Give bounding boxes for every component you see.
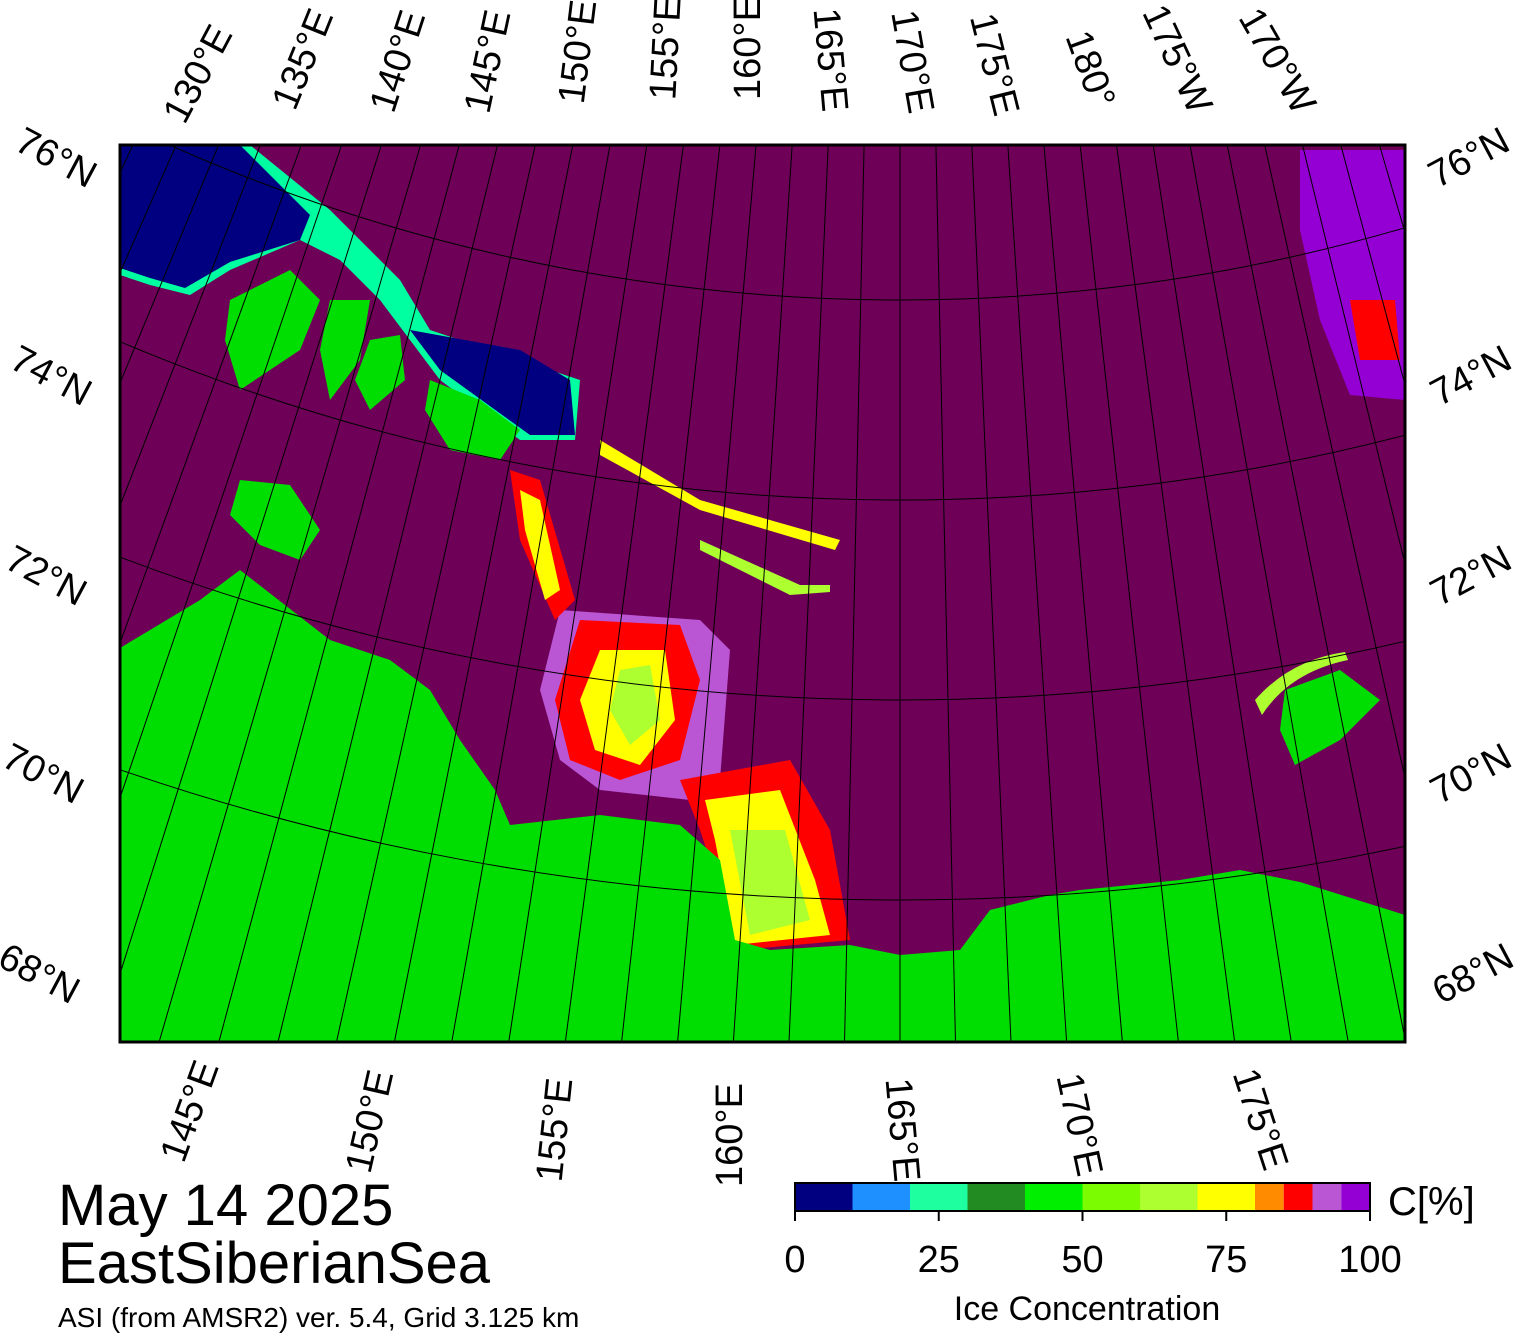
meridian bbox=[1152, 145, 1292, 1042]
coord-label: 150°E bbox=[551, 0, 605, 106]
meridian bbox=[1007, 145, 1068, 1042]
meridian bbox=[1116, 145, 1236, 1042]
meridian bbox=[120, 145, 382, 976]
coord-label: 170°W bbox=[1230, 1, 1324, 121]
date: May 14 2025 bbox=[58, 1173, 393, 1238]
coord-label: 145°E bbox=[153, 1055, 228, 1167]
coord-label: 165°E bbox=[877, 1076, 928, 1183]
coord-label: 170°E bbox=[1048, 1069, 1111, 1179]
island bbox=[425, 380, 520, 460]
meridian bbox=[1043, 145, 1123, 1042]
meridian bbox=[218, 145, 460, 1042]
meridian bbox=[451, 145, 611, 1042]
open-water bbox=[120, 145, 310, 288]
meridian bbox=[1189, 145, 1349, 1042]
meridian bbox=[788, 145, 829, 1042]
meridian bbox=[158, 145, 422, 1042]
island bbox=[320, 300, 370, 400]
meridian bbox=[1226, 145, 1405, 1042]
ice-band bbox=[700, 540, 830, 595]
meridian bbox=[935, 145, 956, 1042]
island bbox=[355, 335, 405, 410]
colorbar-tick-label: 25 bbox=[918, 1239, 960, 1281]
colorbar-bin bbox=[852, 1183, 910, 1211]
coord-label: 74°N bbox=[1424, 338, 1519, 415]
colorbar-bin bbox=[795, 1183, 853, 1211]
ice-patch bbox=[730, 830, 810, 935]
colorbar-title: Ice Concentration bbox=[954, 1290, 1221, 1328]
colorbar-bin bbox=[1283, 1183, 1313, 1211]
meridian bbox=[120, 145, 261, 508]
coord-label: 160°E bbox=[727, 0, 769, 100]
meridian bbox=[971, 145, 1012, 1042]
coord-label: 170°E bbox=[882, 7, 941, 117]
coord-label: 72°N bbox=[0, 538, 93, 615]
meridian bbox=[277, 145, 498, 1042]
coord-label: 70°N bbox=[0, 736, 90, 813]
coord-label: 160°E bbox=[709, 1083, 751, 1187]
meridian bbox=[1079, 145, 1179, 1042]
coord-label: 140°E bbox=[362, 5, 434, 117]
colorbar-bin bbox=[1341, 1183, 1370, 1211]
meridian bbox=[732, 145, 793, 1042]
colorbar-bin bbox=[1312, 1183, 1342, 1211]
open-water bbox=[410, 330, 575, 435]
colorbar-bin bbox=[1082, 1183, 1140, 1211]
coord-label: 150°E bbox=[338, 1066, 402, 1177]
source: ASI (from AMSR2) ver. 5.4, Grid 3.125 km bbox=[58, 1302, 579, 1333]
colorbar-bin bbox=[910, 1183, 968, 1211]
meridian bbox=[508, 145, 648, 1042]
graticule bbox=[120, 145, 1405, 1042]
meridian bbox=[844, 145, 865, 1042]
meridian bbox=[621, 145, 721, 1042]
meridian bbox=[1264, 145, 1405, 781]
ice-patch bbox=[520, 490, 560, 600]
colorbar-bin bbox=[1197, 1183, 1255, 1211]
meridian bbox=[335, 145, 536, 1042]
map-frame bbox=[118, 143, 1407, 1044]
coord-label: 175°E bbox=[961, 9, 1027, 120]
coord-label: 74°N bbox=[4, 338, 99, 415]
coord-label: 165°E bbox=[805, 6, 856, 113]
coord-label: 76°N bbox=[1422, 120, 1517, 197]
coord-label: 175°E bbox=[1224, 1063, 1296, 1175]
coord-label: 155°E bbox=[529, 1076, 582, 1184]
colorbar-tick-label: 0 bbox=[784, 1239, 805, 1281]
colorbar-tick-label: 100 bbox=[1338, 1239, 1401, 1281]
coord-label: 155°E bbox=[642, 0, 689, 101]
colorbar-bin bbox=[1025, 1183, 1083, 1211]
colorbar-bin bbox=[967, 1183, 1025, 1211]
meridian bbox=[677, 145, 757, 1042]
coord-label: 68°N bbox=[0, 936, 86, 1013]
colorbar-bin bbox=[1140, 1183, 1198, 1211]
land bbox=[120, 570, 1405, 1042]
colorbar-bin bbox=[1255, 1183, 1284, 1211]
meridian bbox=[564, 145, 684, 1042]
coord-label: 180° bbox=[1057, 25, 1123, 113]
coord-label: 76°N bbox=[9, 120, 104, 197]
colorbar-tick-label: 75 bbox=[1205, 1239, 1247, 1281]
wrangel-island bbox=[1280, 670, 1380, 765]
coord-label: 130°E bbox=[155, 18, 241, 130]
colorbar-unit: C[%] bbox=[1388, 1180, 1475, 1224]
coord-label: 70°N bbox=[1424, 736, 1519, 813]
coord-label: 68°N bbox=[1426, 936, 1521, 1013]
coord-label: 175°W bbox=[1134, 0, 1220, 120]
meridian bbox=[120, 145, 343, 800]
colorbar-tick-label: 50 bbox=[1061, 1239, 1103, 1281]
meridian bbox=[120, 145, 302, 645]
ice-band bbox=[1255, 652, 1348, 715]
meridian bbox=[393, 145, 574, 1042]
region: EastSiberianSea bbox=[58, 1231, 491, 1296]
ice-band bbox=[600, 440, 840, 550]
coord-label: 145°E bbox=[457, 6, 520, 116]
map-area bbox=[120, 145, 1405, 1042]
coord-label: 72°N bbox=[1424, 538, 1519, 615]
coord-label: 135°E bbox=[264, 3, 342, 115]
meridian bbox=[1302, 145, 1405, 566]
island bbox=[230, 480, 320, 560]
island bbox=[225, 270, 320, 390]
ice-patch bbox=[1350, 300, 1400, 360]
